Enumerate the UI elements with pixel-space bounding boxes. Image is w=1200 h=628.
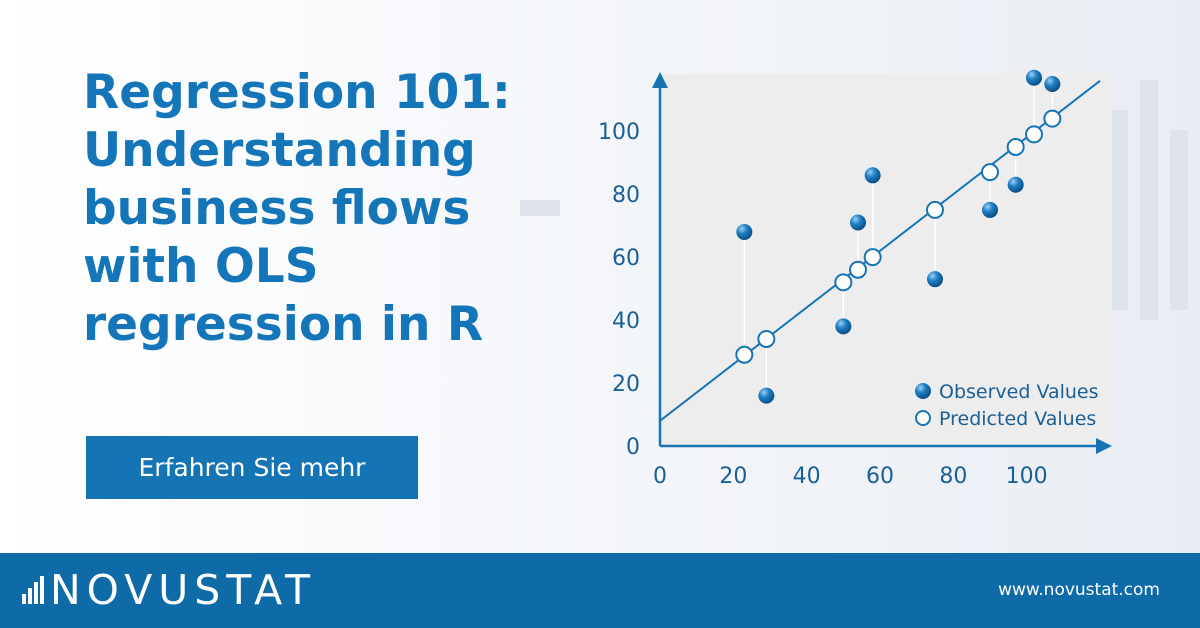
predicted-point — [834, 273, 853, 292]
brand-logo[interactable]: NOVUSTAT — [22, 561, 316, 619]
predicted-point — [1043, 109, 1062, 128]
headline-line: Understanding — [83, 123, 476, 178]
observed-point — [758, 387, 775, 404]
headline-line: business flows — [83, 181, 471, 236]
legend-observed-marker — [915, 383, 931, 399]
predicted-point — [981, 163, 999, 182]
legend-predicted-label: Predicted Values — [939, 408, 1096, 430]
background-decoration — [1170, 130, 1188, 310]
predicted-point — [926, 200, 944, 219]
predicted-point — [757, 329, 776, 348]
predicted-point — [735, 345, 754, 364]
website-url[interactable]: www.novustat.com — [998, 580, 1160, 600]
brand-name: NOVUSTAT — [50, 566, 317, 614]
background-decoration — [1110, 110, 1128, 310]
background-decoration — [1140, 80, 1158, 320]
background-decoration — [520, 200, 560, 216]
y-tick-label: 100 — [598, 120, 640, 145]
predicted-point — [1006, 137, 1025, 156]
observed-point — [927, 271, 943, 288]
headline-line: with OLS — [83, 239, 319, 294]
y-axis-arrow — [652, 72, 668, 88]
observed-point — [1044, 76, 1061, 92]
y-tick-label: 80 — [612, 183, 640, 208]
legend-observed-label: Observed Values — [939, 381, 1099, 403]
y-tick-label: 0 — [626, 435, 640, 460]
observed-point — [1026, 69, 1042, 86]
x-tick-label: 80 — [939, 464, 967, 489]
observed-point — [982, 201, 998, 218]
regression-chart: 0 20 40 60 80 100 0 20 40 60 80 100 Observed Values P… — [598, 69, 1112, 489]
x-tick-label: 40 — [793, 464, 821, 489]
predicted-point — [1025, 125, 1043, 144]
observed-point — [1007, 176, 1024, 193]
predicted-point — [863, 248, 882, 267]
headline: Regression 101: Understanding business f… — [83, 64, 543, 354]
x-tick-label: 20 — [719, 464, 747, 489]
observed-point — [835, 318, 852, 335]
legend-predicted-marker — [915, 410, 931, 426]
y-tick-label: 60 — [612, 246, 640, 271]
learn-more-button[interactable]: Erfahren Sie mehr — [86, 436, 418, 499]
y-tick-label: 20 — [612, 372, 640, 397]
x-axis-arrow — [1096, 438, 1112, 454]
headline-line: Regression 101: — [83, 65, 511, 120]
x-tick-label: 60 — [866, 464, 894, 489]
observed-point — [736, 223, 753, 240]
headline-line: regression in R — [83, 297, 484, 352]
observed-point — [864, 167, 881, 184]
x-tick-label: 0 — [653, 464, 667, 489]
x-tick-label: 100 — [1006, 464, 1048, 489]
bar-chart-icon — [22, 576, 44, 604]
y-tick-label: 40 — [612, 309, 640, 334]
observed-point — [850, 214, 866, 231]
predicted-point — [849, 260, 867, 279]
footer: NOVUSTAT www.novustat.com — [0, 553, 1200, 628]
